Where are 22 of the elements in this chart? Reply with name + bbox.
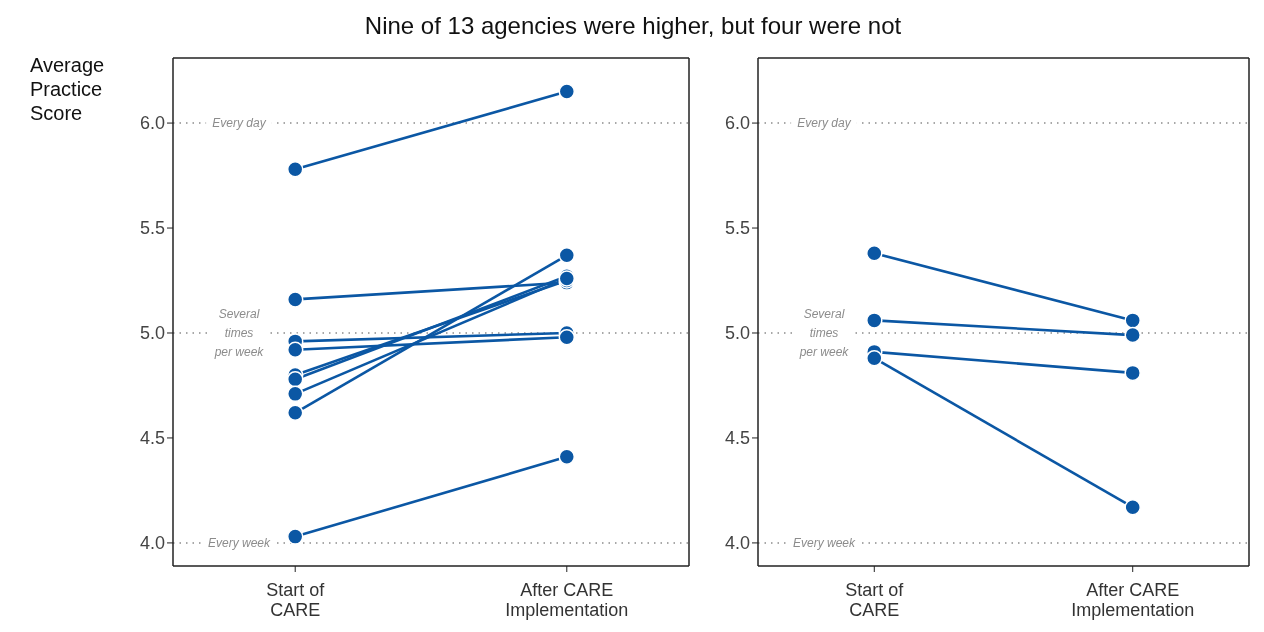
ref-line-label: Every day: [797, 116, 852, 131]
y-tick-label: 5.5: [724, 218, 750, 239]
ref-line-label: Every day: [212, 116, 267, 131]
x-tick-label: After CARE Implementation: [505, 580, 629, 620]
y-tick-label: 4.0: [724, 533, 750, 554]
chart-title: Nine of 13 agencies were higher, but four were not: [363, 12, 903, 40]
y-tick-label: 6.0: [724, 113, 750, 134]
y-tick-label: 5.5: [139, 218, 165, 239]
y-tick-label: 5.0: [139, 323, 165, 344]
ref-line-label: Several times per week: [798, 306, 850, 359]
y-tick-label: 4.5: [139, 428, 165, 449]
y-tick-label: 4.0: [139, 533, 165, 554]
ref-line-label: Every week: [207, 535, 272, 550]
ref-line-label: Several times per week: [213, 306, 265, 359]
x-tick-label: Start of CARE: [845, 580, 905, 620]
x-tick-label: After CARE Implementation: [1071, 580, 1195, 620]
y-tick-label: 4.5: [724, 428, 750, 449]
y-tick-label: 5.0: [724, 323, 750, 344]
y-tick-label: 6.0: [139, 113, 165, 134]
y-axis-title: Average Practice Score: [30, 53, 106, 125]
ref-line-label: Every week: [792, 535, 857, 550]
x-tick-label: Start of CARE: [266, 580, 326, 620]
